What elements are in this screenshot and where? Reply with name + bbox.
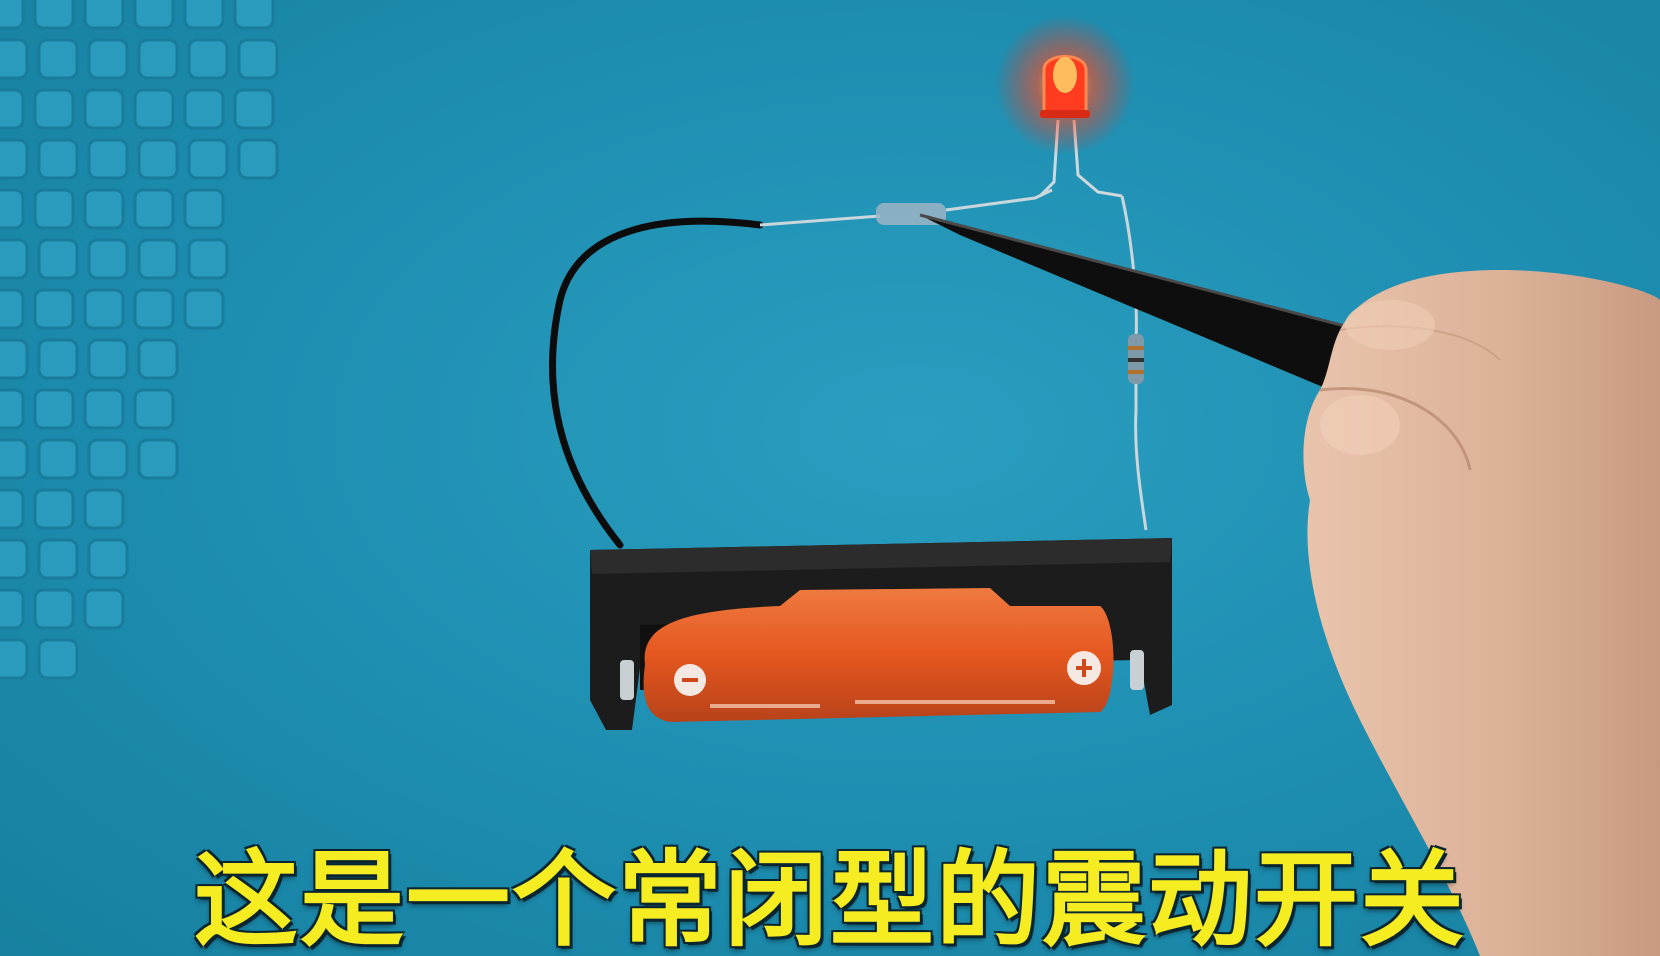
- contact-negative: [620, 660, 634, 700]
- mat-grid-cell: [0, 588, 25, 630]
- mat-grid-cell: [37, 438, 79, 480]
- mat-grid-cell: [87, 538, 129, 580]
- silicone-mat-grid: [0, 0, 279, 680]
- mat-grid-cell: [83, 488, 125, 530]
- mat-grid-cell: [0, 538, 29, 580]
- mat-grid-cell: [37, 338, 79, 380]
- mat-grid-cell: [87, 438, 129, 480]
- mat-grid-cell: [37, 38, 79, 80]
- mat-grid-cell: [0, 638, 29, 680]
- mat-grid-cell: [33, 388, 75, 430]
- mat-grid-cell: [237, 138, 279, 180]
- mat-grid-cell: [133, 0, 175, 30]
- mat-grid-cell: [137, 438, 179, 480]
- mat-grid-cell: [87, 238, 129, 280]
- vibration-switch: [876, 203, 946, 225]
- mat-grid-cell: [0, 238, 29, 280]
- mat-grid-cell: [83, 88, 125, 130]
- mat-grid-cell: [133, 388, 175, 430]
- resistor-band: [1128, 358, 1144, 362]
- led-rim: [1040, 110, 1090, 118]
- mat-grid-cell: [33, 188, 75, 230]
- mat-grid-cell: [0, 138, 29, 180]
- mat-grid-cell: [0, 338, 29, 380]
- mat-grid-cell: [0, 438, 29, 480]
- mat-grid-cell: [0, 188, 25, 230]
- mat-grid-cell: [37, 138, 79, 180]
- silver-wire-left: [759, 214, 881, 227]
- mat-grid-cell: [37, 638, 79, 680]
- video-subtitle: 这是一个常闭型的震动开关: [193, 839, 1466, 956]
- mat-grid-cell: [0, 88, 25, 130]
- mat-grid-cell: [33, 488, 75, 530]
- resistor-band: [1128, 346, 1144, 350]
- mat-grid-cell: [133, 288, 175, 330]
- tweezers-highlight: [919, 213, 1361, 332]
- mat-grid-cell: [33, 88, 75, 130]
- mat-grid-cell: [233, 88, 275, 130]
- mat-grid-cell: [0, 288, 25, 330]
- 18650-battery: [643, 588, 1114, 722]
- mat-grid-cell: [0, 488, 25, 530]
- mat-grid-cell: [83, 288, 125, 330]
- led-core: [1053, 57, 1077, 93]
- black-wire: [549, 217, 764, 549]
- mat-grid-cell: [183, 188, 225, 230]
- mat-grid-cell: [137, 338, 179, 380]
- resistor-band: [1128, 370, 1144, 374]
- mat-grid-cell: [183, 288, 225, 330]
- mat-grid-cell: [183, 88, 225, 130]
- silver-wire-right: [945, 188, 1053, 212]
- mat-grid-cell: [0, 388, 25, 430]
- mat-grid-cell: [83, 188, 125, 230]
- mat-grid-cell: [87, 138, 129, 180]
- mat-grid-cell: [87, 38, 129, 80]
- mat-grid-cell: [83, 588, 125, 630]
- mat-grid-cell: [183, 0, 225, 30]
- mat-grid-cell: [187, 138, 229, 180]
- hand: [1303, 270, 1660, 956]
- mat-grid-cell: [233, 0, 275, 30]
- mat-grid-cell: [137, 238, 179, 280]
- mat-grid-cell: [133, 88, 175, 130]
- mat-grid-cell: [0, 0, 25, 30]
- mat-grid-cell: [37, 538, 79, 580]
- mat-grid-cell: [83, 0, 125, 30]
- mat-grid-cell: [137, 38, 179, 80]
- mat-grid-cell: [187, 238, 229, 280]
- mat-grid-cell: [83, 388, 125, 430]
- mat-grid-cell: [0, 38, 29, 80]
- mat-grid-cell: [133, 188, 175, 230]
- mat-grid-cell: [33, 288, 75, 330]
- mat-grid-cell: [37, 238, 79, 280]
- contact-positive: [1130, 650, 1144, 690]
- mat-grid-cell: [33, 588, 75, 630]
- mat-grid-cell: [187, 38, 229, 80]
- mat-grid-cell: [33, 0, 75, 30]
- mat-grid-cell: [137, 138, 179, 180]
- mat-grid-cell: [237, 38, 279, 80]
- mat-grid-cell: [87, 338, 129, 380]
